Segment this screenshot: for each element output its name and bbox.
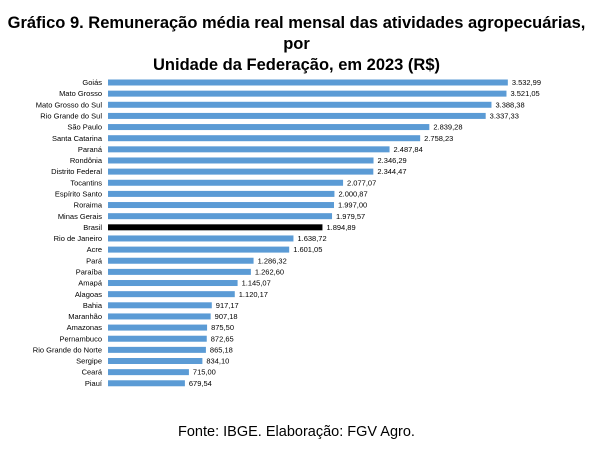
category-label: São Paulo <box>67 123 102 132</box>
bar <box>108 202 335 209</box>
bar <box>108 268 251 275</box>
category-label: Paraíba <box>76 267 103 276</box>
value-label: 907,18 <box>215 312 238 321</box>
value-label: 3.337,33 <box>490 112 519 121</box>
source-note: Fonte: IBGE. Elaboração: FGV Agro. <box>178 424 415 440</box>
category-label: Pará <box>86 256 103 265</box>
bar <box>108 280 238 287</box>
bar <box>108 101 492 108</box>
value-label: 834,10 <box>206 357 229 366</box>
category-label: Tocantins <box>70 178 102 187</box>
bar <box>108 235 294 242</box>
value-label: 917,17 <box>216 301 239 310</box>
category-label: Alagoas <box>75 290 102 299</box>
value-label: 3.521,05 <box>510 89 539 98</box>
bar <box>108 358 203 364</box>
bar <box>108 124 430 131</box>
value-label: 1.145,07 <box>242 279 271 288</box>
category-label: Sergipe <box>76 357 102 366</box>
category-label: Amazonas <box>67 323 103 332</box>
bar <box>108 90 507 97</box>
value-label: 1.286,32 <box>258 256 287 265</box>
category-label: Roraima <box>74 201 103 210</box>
bar <box>108 335 207 342</box>
bar <box>108 380 185 387</box>
value-label: 1.638,72 <box>297 234 326 243</box>
bar <box>108 179 344 186</box>
value-label: 2.758,23 <box>424 134 453 143</box>
bar <box>108 213 333 220</box>
value-label: 2.346,29 <box>378 156 407 165</box>
value-label: 1.997,00 <box>338 201 367 210</box>
value-label: 1.979,57 <box>336 212 365 221</box>
chart-title: Gráfico 9. Remuneração média real mensal… <box>0 13 593 76</box>
category-label: Acre <box>87 245 102 254</box>
value-label: 875,50 <box>211 323 234 332</box>
bar <box>108 79 508 86</box>
category-label: Pernambuco <box>59 334 102 343</box>
value-label: 3.388,38 <box>495 100 524 109</box>
chart-title-line-2: Unidade da Federação, em 2023 (R$) <box>152 56 441 74</box>
bar <box>108 324 208 331</box>
bar <box>108 157 374 164</box>
value-label: 2.487,84 <box>394 145 423 154</box>
category-label: Goiás <box>82 78 102 87</box>
category-label: Espírito Santo <box>55 190 102 199</box>
category-label: Minas Gerais <box>58 212 102 221</box>
bar <box>108 146 390 153</box>
value-label: 2.839,28 <box>433 123 462 132</box>
category-label: Bahia <box>83 301 103 310</box>
bar <box>108 257 254 264</box>
value-label: 1.262,60 <box>255 267 284 276</box>
bar <box>108 302 212 309</box>
bar <box>108 246 290 253</box>
bar <box>108 313 211 320</box>
category-label: Rio de Janeiro <box>54 234 102 243</box>
category-label: Santa Catarina <box>52 134 103 143</box>
bar <box>108 369 189 376</box>
value-label: 865,18 <box>210 345 233 354</box>
bar <box>108 291 235 298</box>
value-label: 2.344,47 <box>377 167 406 176</box>
category-label: Rio Grande do Sul <box>40 112 102 121</box>
category-label: Mato Grosso do Sul <box>36 100 103 109</box>
bar <box>108 168 374 175</box>
category-label: Amapá <box>78 279 103 288</box>
value-label: 1.120,17 <box>239 290 268 299</box>
value-label: 3.532,99 <box>512 78 541 87</box>
category-label: Maranhão <box>68 312 102 321</box>
value-label: 2.000,87 <box>338 190 367 199</box>
value-label: 1.601,05 <box>293 245 322 254</box>
value-label: 715,00 <box>193 368 216 377</box>
category-label: Distrito Federal <box>51 167 102 176</box>
category-label: Rondônia <box>70 156 103 165</box>
bar <box>108 346 206 353</box>
category-label: Ceará <box>82 368 103 377</box>
category-label: Paraná <box>78 145 103 154</box>
category-label: Mato Grosso <box>59 89 102 98</box>
value-label: 679,54 <box>189 379 212 388</box>
bar <box>108 135 421 142</box>
bar <box>108 112 486 119</box>
category-label: Rio Grande do Norte <box>33 345 102 354</box>
value-label: 2.077,07 <box>347 178 376 187</box>
bar <box>108 190 335 197</box>
category-label: Brasil <box>83 223 102 232</box>
bar-highlight <box>108 224 323 231</box>
value-label: 1.894,89 <box>326 223 355 232</box>
value-label: 872,65 <box>211 334 234 343</box>
category-label: Piauí <box>85 379 103 388</box>
chart-title-line-1: Gráfico 9. Remuneração média real mensal… <box>7 14 586 53</box>
